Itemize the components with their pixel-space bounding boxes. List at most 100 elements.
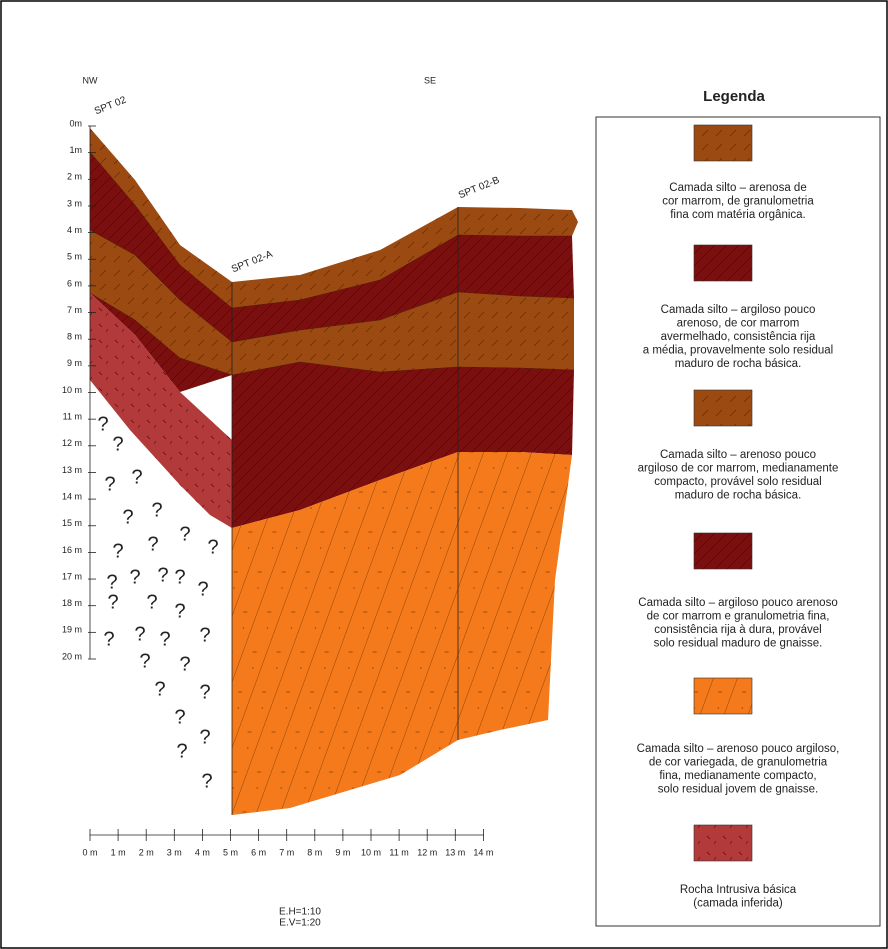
legend-text: maduro de rocha básica.	[675, 490, 802, 502]
distance-tick-label: 2 m	[139, 847, 154, 857]
legend-text: solo residual jovem de gnaisse.	[658, 784, 818, 796]
layer-silt-clay-red-texture	[90, 152, 574, 342]
legend-box	[595, 116, 881, 927]
unknown-marker: ?	[112, 540, 123, 562]
distance-tick-label: 0 m	[82, 847, 97, 857]
legend-text: solo residual maduro de gnaisse.	[654, 638, 823, 650]
unknown-marker: ?	[106, 571, 117, 593]
legend-text: avermelhado, consistência rija	[661, 331, 816, 343]
legend-swatch-texture	[694, 390, 752, 426]
legend-text: Camada silto – arenoso pouco	[660, 449, 816, 461]
depth-tick-label: 2 m	[67, 172, 82, 182]
distance-tick-label: 5 m	[223, 847, 238, 857]
unknown-marker: ?	[151, 499, 162, 521]
legend-text: Camada silto – arenosa de	[669, 182, 806, 194]
distance-tick-label: 4 m	[195, 847, 210, 857]
depth-tick-label: 6 m	[67, 278, 82, 288]
unknown-marker: ?	[159, 628, 170, 650]
depth-tick-label: 3 m	[67, 198, 82, 208]
scale-label: E.V=1:20	[279, 918, 321, 929]
legend-swatch-texture	[694, 825, 752, 861]
unknown-marker: ?	[154, 678, 165, 700]
depth-tick-label: 20 m	[62, 651, 82, 661]
depth-tick-label: 16 m	[62, 545, 82, 555]
distance-tick-label: 7 m	[279, 847, 294, 857]
legend-text: de cor marrom e granulometria fina,	[647, 611, 830, 623]
distance-tick-label: 14 m	[473, 847, 493, 857]
unknown-marker: ?	[179, 653, 190, 675]
unknown-marker: ?	[147, 533, 158, 555]
legend-text: Camada silto – argiloso pouco arenoso	[638, 597, 837, 609]
legend-text: fina, medianamente compacto,	[659, 770, 816, 782]
unknown-marker: ?	[201, 770, 212, 792]
legend-text: (camada inferida)	[693, 898, 783, 910]
depth-tick-label: 10 m	[62, 385, 82, 395]
depth-tick-label: 0m	[69, 118, 82, 128]
legend-swatch-texture	[694, 125, 752, 161]
distance-tick-label: 8 m	[307, 847, 322, 857]
depth-tick-label: 18 m	[62, 598, 82, 608]
unknown-marker: ?	[199, 624, 210, 646]
distance-tick-label: 12 m	[417, 847, 437, 857]
layer-intrusive-texture	[90, 293, 232, 528]
legend-text: arenoso, de cor marrom	[677, 318, 800, 330]
legend-text: fina com matéria orgânica.	[670, 209, 806, 221]
legend-text: a média, provavelmente solo residual	[643, 345, 834, 357]
depth-tick-label: 12 m	[62, 438, 82, 448]
layer-silt-clay-dark-texture	[232, 362, 574, 528]
unknown-marker: ?	[122, 506, 133, 528]
depth-tick-label: 13 m	[62, 465, 82, 475]
layers	[89, 128, 578, 815]
unknown-marker: ?	[112, 433, 123, 455]
unknown-marker: ?	[146, 591, 157, 613]
boundary	[89, 151, 572, 309]
se-label: SE	[424, 75, 436, 85]
depth-tick-label: 11 m	[63, 412, 82, 422]
depth-tick-label: 9 m	[67, 358, 82, 368]
boundary	[89, 229, 575, 343]
legend-text: cor marrom, de granulometria	[662, 196, 814, 208]
legend-text: compacto, provável solo residual	[654, 476, 821, 488]
unknown-marker: ?	[199, 726, 210, 748]
unknown-marker: ?	[134, 623, 145, 645]
depth-tick-label: 19 m	[62, 625, 82, 635]
distance-tick-label: 6 m	[251, 847, 266, 857]
legend-text: argiloso de cor marrom, medianamente	[638, 463, 839, 475]
distance-tick-label: 9 m	[335, 847, 350, 857]
depth-tick-label: 5 m	[67, 252, 82, 262]
unknown-marker: ?	[131, 466, 142, 488]
unknown-marker: ?	[176, 740, 187, 762]
depth-tick-label: 7 m	[67, 305, 82, 315]
legend-text: Rocha Intrusiva básica	[680, 884, 797, 896]
unknown-marker: ?	[174, 600, 185, 622]
distance-tick-label: 3 m	[167, 847, 182, 857]
layer-silt-sand-texture	[90, 128, 578, 308]
legend-swatch-texture	[694, 533, 752, 569]
unknown-marker: ?	[179, 523, 190, 545]
distance-tick-label: 11 m	[389, 847, 408, 857]
boundary	[89, 292, 575, 376]
layer-silt-sand-brown-texture	[90, 230, 574, 375]
unknown-marker: ?	[104, 473, 115, 495]
unknown-marker: ?	[199, 681, 210, 703]
legend-text: de cor variegada, de granulometria	[649, 757, 828, 769]
legend-swatch-texture	[694, 245, 752, 281]
depth-tick-label: 17 m	[62, 571, 82, 581]
depth-tick-label: 15 m	[62, 518, 82, 528]
unknown-marker: ?	[174, 566, 185, 588]
unknown-marker: ?	[97, 413, 108, 435]
depth-tick-label: 8 m	[67, 332, 82, 342]
nw-label: NW	[83, 75, 98, 85]
depth-tick-label: 14 m	[62, 491, 82, 501]
layer-variegated-texture	[232, 452, 572, 815]
depth-tick-label: 4 m	[67, 225, 82, 235]
unknown-marker: ?	[103, 628, 114, 650]
unknown-marker: ?	[207, 536, 218, 558]
unknown-marker: ?	[174, 706, 185, 728]
distance-tick-label: 1 m	[111, 847, 126, 857]
legend-text: Camada silto – arenoso pouco argiloso,	[637, 743, 840, 755]
legend-title: Legenda	[703, 88, 765, 105]
legend-text: maduro de rocha básica.	[675, 358, 802, 370]
distance-tick-label: 10 m	[361, 847, 381, 857]
